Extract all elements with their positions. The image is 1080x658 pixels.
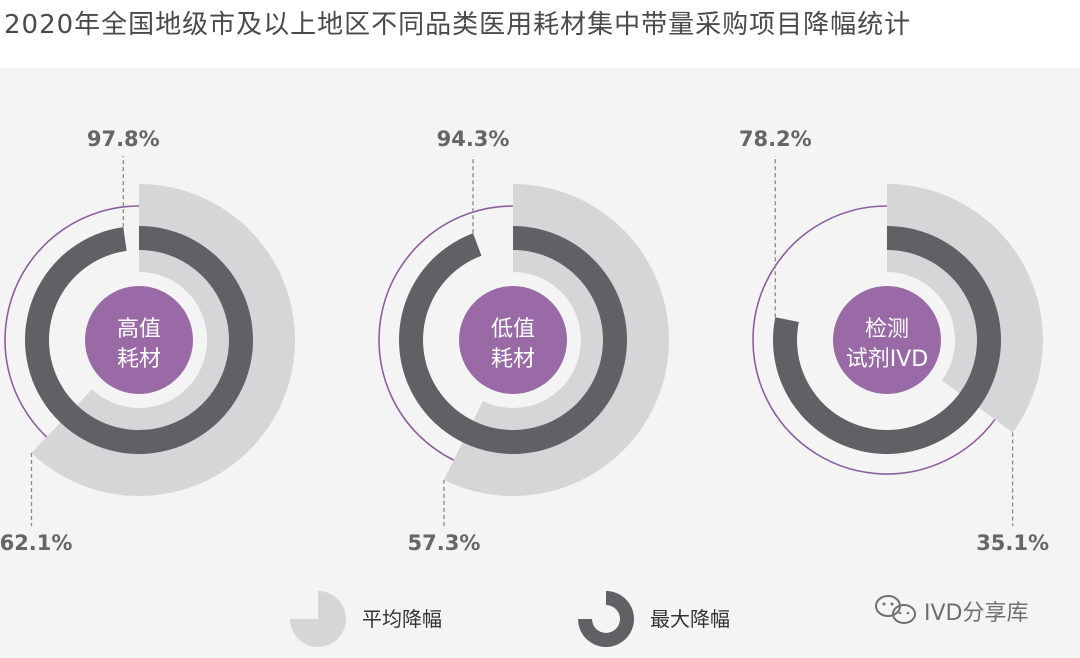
category-label-line2: 耗材 bbox=[117, 347, 161, 372]
chart-title: 2020年全国地级市及以上地区不同品类医用耗材集中带量采购项目降幅统计 bbox=[4, 10, 912, 40]
center-disc-1 bbox=[85, 286, 193, 394]
max-value-label: 94.3% bbox=[437, 127, 510, 151]
guide-arc-1 bbox=[4, 205, 140, 438]
max-value-label: 78.2% bbox=[739, 127, 812, 151]
watermark-text: IVD分享库 bbox=[924, 601, 1028, 626]
avg-ring-1 bbox=[31, 184, 296, 497]
center-disc-2 bbox=[459, 286, 567, 394]
category-label-line2: 耗材 bbox=[491, 347, 535, 372]
center-disc-3 bbox=[833, 286, 941, 394]
legend-max-swatch bbox=[578, 591, 634, 647]
legend-max: 最大降幅 bbox=[578, 591, 730, 647]
category-label-line1: 检测 bbox=[865, 317, 909, 342]
title-bar: 2020年全国地级市及以上地区不同品类医用耗材集中带量采购项目降幅统计 bbox=[0, 0, 1080, 68]
legend-avg-label: 平均降幅 bbox=[362, 607, 442, 631]
legend-avg-swatch bbox=[290, 591, 346, 647]
category-label-line1: 高值 bbox=[117, 317, 161, 342]
legend: 平均降幅 最大降幅 bbox=[290, 591, 730, 647]
guide-arc-3 bbox=[752, 205, 996, 475]
avg-value-label: 35.1% bbox=[976, 531, 1049, 555]
category-label-line1: 低值 bbox=[491, 317, 535, 342]
watermark: IVD分享库 bbox=[875, 595, 1028, 626]
category-label-line2: 试剂IVD bbox=[846, 347, 928, 372]
avg-ring-2 bbox=[443, 184, 669, 496]
legend-max-label: 最大降幅 bbox=[650, 607, 730, 631]
max-value-label: 97.8% bbox=[87, 127, 160, 151]
avg-value-label: 62.1% bbox=[0, 531, 72, 555]
avg-value-label: 57.3% bbox=[408, 531, 481, 555]
legend-avg: 平均降幅 bbox=[290, 591, 442, 647]
wechat-icon bbox=[875, 595, 916, 624]
guide-arc-2 bbox=[378, 205, 514, 461]
